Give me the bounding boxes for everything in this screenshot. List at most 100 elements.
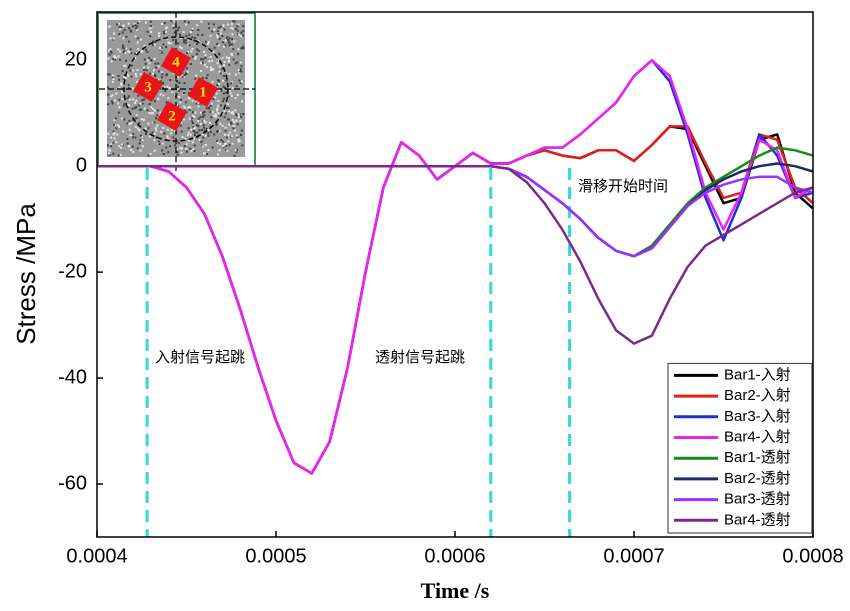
speckle (116, 133, 119, 136)
speckle (237, 116, 240, 119)
speckle (173, 130, 176, 133)
speckle (143, 58, 146, 61)
speckle (177, 26, 180, 29)
speckle (157, 98, 160, 101)
speckle (167, 137, 170, 140)
speckle (120, 82, 123, 85)
speckle (123, 49, 126, 52)
speckle (127, 22, 130, 25)
speckle (112, 130, 115, 133)
speckle (135, 117, 138, 120)
speckle (123, 47, 126, 50)
speckle (166, 135, 169, 138)
speckle (202, 136, 205, 139)
inset-marker (132, 71, 164, 103)
speckle (149, 153, 152, 156)
speckle (117, 154, 120, 157)
speckle (231, 33, 234, 36)
speckle (128, 145, 131, 148)
speckle (240, 116, 243, 119)
speckle (230, 122, 233, 125)
speckle (124, 51, 127, 54)
speckle (212, 97, 215, 100)
speckle (195, 102, 198, 105)
speckle (185, 143, 188, 146)
speckle (206, 74, 209, 77)
speckle (147, 154, 150, 157)
speckle (230, 111, 233, 114)
speckle (118, 22, 121, 25)
speckle (233, 154, 236, 157)
speckle (160, 46, 163, 49)
speckle (205, 128, 208, 131)
speckle (169, 145, 172, 148)
speckle (110, 100, 113, 103)
speckle (144, 21, 147, 24)
speckle (152, 69, 155, 72)
speckle (240, 65, 243, 68)
speckle (113, 55, 116, 58)
speckle (181, 74, 184, 77)
speckle (138, 20, 141, 23)
speckle (231, 38, 234, 41)
speckle (134, 35, 137, 38)
speckle (226, 136, 229, 139)
speckle (215, 122, 218, 125)
speckle (148, 135, 151, 138)
speckle (120, 146, 123, 149)
speckle (112, 57, 115, 60)
speckle (132, 87, 135, 90)
speckle (169, 79, 172, 82)
speckle (164, 30, 167, 33)
speckle (227, 118, 230, 121)
speckle (207, 134, 210, 137)
x-axis-label: Time /s (421, 578, 490, 603)
x-tick-label: 0.0005 (245, 545, 306, 567)
speckle (202, 124, 205, 127)
speckle (227, 87, 230, 90)
speckle (219, 72, 222, 75)
speckle (124, 64, 127, 67)
speckle (235, 150, 238, 153)
speckle (188, 117, 191, 120)
speckle (191, 29, 194, 32)
speckle (218, 70, 221, 73)
speckle (194, 57, 197, 60)
speckle (209, 110, 212, 113)
speckle (192, 126, 195, 129)
speckle (139, 73, 142, 76)
speckle (183, 82, 186, 85)
speckle (224, 126, 227, 129)
speckle (148, 72, 151, 75)
speckle (126, 122, 129, 125)
speckle (154, 62, 157, 65)
data-line (97, 164, 814, 345)
speckle (122, 77, 125, 80)
speckle (180, 47, 183, 50)
speckle (151, 107, 154, 110)
speckle (110, 51, 113, 54)
speckle (109, 48, 112, 51)
speckle (184, 137, 187, 140)
speckle (219, 104, 222, 107)
speckle (188, 105, 191, 108)
speckle (117, 55, 120, 58)
speckle (227, 41, 230, 44)
speckle (151, 131, 154, 134)
speckle (234, 97, 237, 100)
speckle (127, 74, 130, 77)
speckle (146, 51, 149, 54)
speckle (119, 50, 122, 53)
speckle (111, 94, 114, 97)
speckle (217, 26, 220, 29)
speckle (146, 30, 149, 33)
speckle (149, 30, 152, 33)
speckle (187, 96, 190, 99)
speckle (184, 41, 187, 44)
speckle (169, 42, 172, 45)
speckle (143, 44, 146, 47)
legend-label: Bar3-透射 (724, 491, 791, 508)
speckle (140, 51, 143, 54)
speckle (144, 133, 147, 136)
speckle (192, 148, 195, 151)
